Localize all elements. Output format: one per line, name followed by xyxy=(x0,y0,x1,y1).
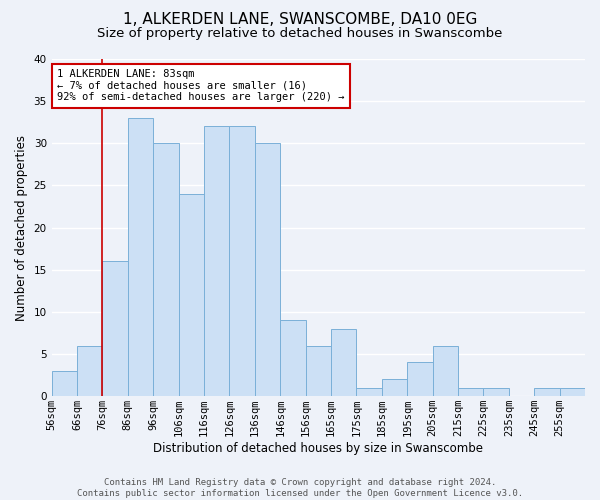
Bar xyxy=(560,388,585,396)
Bar xyxy=(433,346,458,396)
Y-axis label: Number of detached properties: Number of detached properties xyxy=(15,134,28,320)
Bar xyxy=(458,388,484,396)
Bar xyxy=(204,126,229,396)
Bar xyxy=(77,346,103,396)
Bar xyxy=(103,262,128,396)
Text: Contains HM Land Registry data © Crown copyright and database right 2024.
Contai: Contains HM Land Registry data © Crown c… xyxy=(77,478,523,498)
Text: Size of property relative to detached houses in Swanscombe: Size of property relative to detached ho… xyxy=(97,28,503,40)
Bar xyxy=(153,144,179,396)
Bar xyxy=(356,388,382,396)
Bar xyxy=(484,388,509,396)
X-axis label: Distribution of detached houses by size in Swanscombe: Distribution of detached houses by size … xyxy=(154,442,484,455)
Bar xyxy=(128,118,153,396)
Bar xyxy=(331,328,356,396)
Text: 1, ALKERDEN LANE, SWANSCOMBE, DA10 0EG: 1, ALKERDEN LANE, SWANSCOMBE, DA10 0EG xyxy=(123,12,477,28)
Bar xyxy=(179,194,204,396)
Text: 1 ALKERDEN LANE: 83sqm
← 7% of detached houses are smaller (16)
92% of semi-deta: 1 ALKERDEN LANE: 83sqm ← 7% of detached … xyxy=(57,69,344,102)
Bar xyxy=(407,362,433,396)
Bar xyxy=(52,371,77,396)
Bar xyxy=(255,144,280,396)
Bar xyxy=(280,320,305,396)
Bar xyxy=(534,388,560,396)
Bar xyxy=(229,126,255,396)
Bar xyxy=(305,346,331,396)
Bar xyxy=(382,380,407,396)
